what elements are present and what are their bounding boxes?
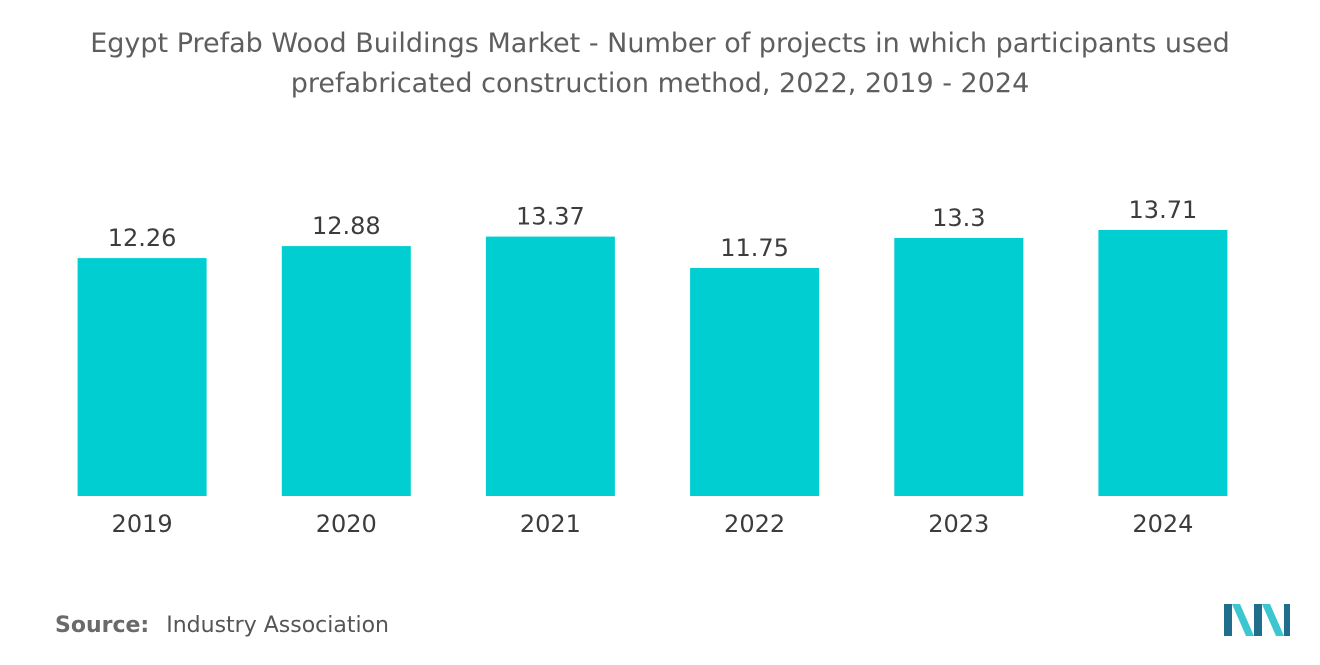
bar-chart: 12.26 2019 12.88 2020 13.37 2021 11.75 2022 13.3…	[77, 196, 1228, 538]
x-tick-label-2020: 2020	[316, 510, 377, 538]
source-label: Source:	[55, 613, 150, 638]
x-tick-label-2019: 2019	[112, 510, 173, 538]
bar-2022	[690, 268, 820, 496]
logo-left-diagonal	[1232, 604, 1254, 636]
x-tick-label-2022: 2022	[724, 510, 785, 538]
logo-mid-stem	[1254, 604, 1262, 636]
x-tick-label-2024: 2024	[1132, 510, 1193, 538]
logo-right-diagonal	[1262, 604, 1284, 636]
logo-right-stem	[1284, 604, 1290, 636]
x-tick-label-2021: 2021	[520, 510, 581, 538]
bar-2020	[281, 246, 411, 496]
mordor-intelligence-logo-icon	[1224, 604, 1290, 636]
source-line: Source: Industry Association	[55, 613, 389, 638]
bar-value-label-2024: 13.71	[1129, 196, 1198, 224]
bar-2024	[1098, 230, 1228, 496]
bar-value-label-2019: 12.26	[108, 224, 177, 252]
source-text: Industry Association	[166, 613, 389, 638]
bar-2023	[894, 238, 1024, 496]
chart-title: Egypt Prefab Wood Buildings Market - Num…	[90, 28, 1230, 99]
x-tick-label-2023: 2023	[928, 510, 989, 538]
bar-value-label-2022: 11.75	[720, 234, 789, 262]
bar-value-label-2021: 13.37	[516, 203, 585, 231]
logo-left-stem	[1224, 604, 1232, 636]
bar-value-label-2023: 13.3	[932, 204, 985, 232]
bar-value-label-2020: 12.88	[312, 212, 381, 240]
bar-2021	[485, 236, 615, 496]
bar-2019	[77, 258, 207, 496]
